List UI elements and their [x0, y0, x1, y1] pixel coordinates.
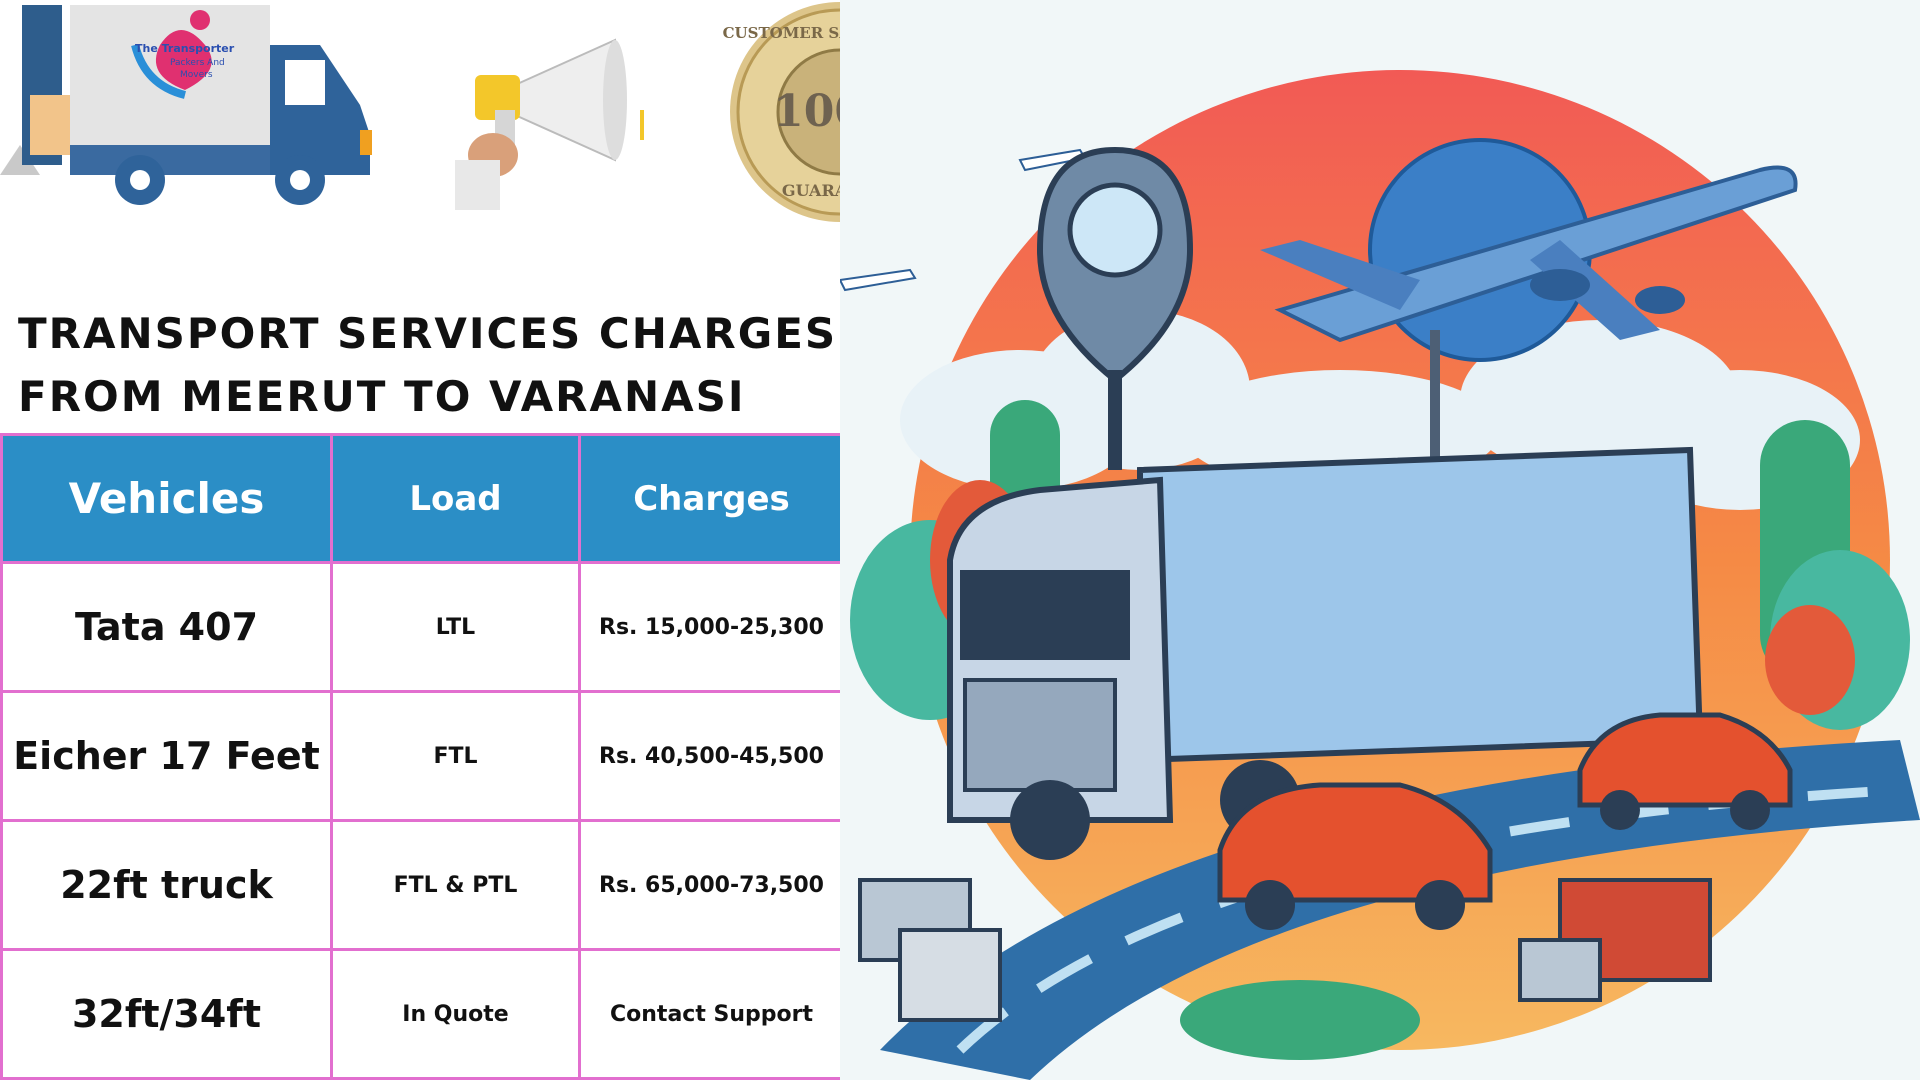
charges-cell: Contact Support — [578, 948, 845, 1080]
charges-cell: Rs. 65,000-73,500 — [578, 819, 845, 951]
load-cell: In Quote — [330, 948, 581, 1080]
vehicle-cell: Eicher 17 Feet — [0, 690, 333, 822]
header-load: Load — [330, 433, 581, 564]
truck-logo-image: The Transporter Packers And Movers — [0, 5, 375, 210]
megaphone-image — [455, 30, 645, 210]
road — [880, 740, 1920, 1080]
table-row: Tata 407 LTL Rs. 15,000-25,300 — [0, 561, 845, 693]
vehicle-cell: 32ft/34ft — [0, 948, 333, 1080]
transport-illustration — [840, 0, 1920, 1080]
header-images: The Transporter Packers And Movers 100% … — [0, 0, 958, 222]
load-cell: FTL — [330, 690, 581, 822]
charges-cell: Rs. 40,500-45,500 — [578, 690, 845, 822]
cars — [1217, 712, 1793, 930]
load-cell: LTL — [330, 561, 581, 693]
box — [1518, 938, 1602, 1002]
table-row: 32ft/34ft In Quote Contact Support — [0, 948, 845, 1080]
location-pin — [1036, 146, 1194, 470]
page-title: TRANSPORT SERVICES CHARGES FROM MEERUT T… — [18, 302, 838, 428]
header-vehicles: Vehicles — [0, 433, 333, 564]
airplane — [1260, 165, 1798, 343]
svg-text:The Transporter: The Transporter — [135, 42, 235, 55]
header-charges: Charges — [578, 433, 845, 564]
charges-table: Vehicles Load Charges Tata 407 LTL Rs. 1… — [0, 433, 845, 1080]
box — [898, 928, 1002, 1022]
vehicle-cell: 22ft truck — [0, 819, 333, 951]
title-line-2: FROM MEERUT TO VARANASI — [18, 372, 746, 421]
bush — [1180, 980, 1420, 1060]
table-row: 22ft truck FTL & PTL Rs. 65,000-73,500 — [0, 819, 845, 951]
charges-cell: Rs. 15,000-25,300 — [578, 561, 845, 693]
load-cell: FTL & PTL — [330, 819, 581, 951]
svg-text:Packers And: Packers And — [170, 58, 225, 68]
vehicle-cell: Tata 407 — [0, 561, 333, 693]
svg-text:Movers: Movers — [180, 70, 213, 80]
table-header-row: Vehicles Load Charges — [0, 433, 845, 564]
title-line-1: TRANSPORT SERVICES CHARGES — [18, 309, 838, 358]
table-row: Eicher 17 Feet FTL Rs. 40,500-45,500 — [0, 690, 845, 822]
